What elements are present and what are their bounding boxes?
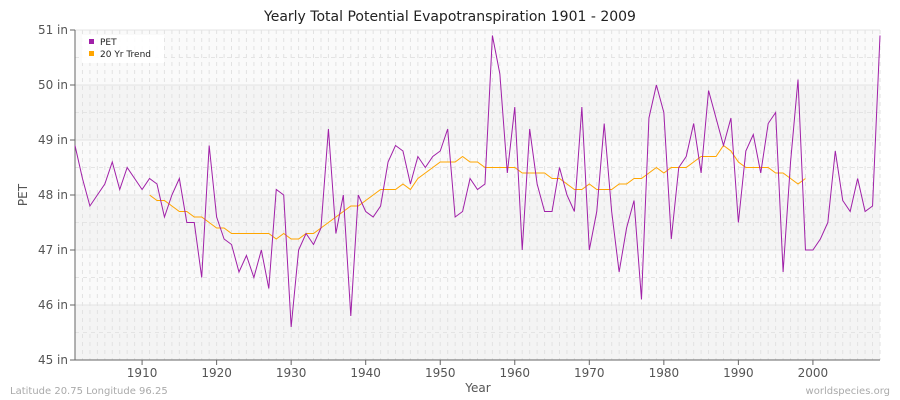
y-tick-label: 46 in <box>38 298 68 312</box>
x-tick-label: 1960 <box>499 366 530 380</box>
chart-title: Yearly Total Potential Evapotranspiratio… <box>263 9 636 25</box>
y-tick-label: 50 in <box>38 78 68 92</box>
x-tick-label: 1950 <box>425 366 456 380</box>
x-tick-label: 1980 <box>649 366 680 380</box>
footer-location: Latitude 20.75 Longitude 96.25 <box>10 386 168 397</box>
series-line-20-yr-trend <box>149 144 806 240</box>
y-tick-label: 51 in <box>38 23 68 37</box>
footer-source: worldspecies.org <box>806 386 890 397</box>
legend-swatch-trend <box>89 51 94 56</box>
x-tick-label: 1910 <box>127 366 158 380</box>
y-tick-label: 45 in <box>38 353 68 367</box>
y-tick-label: 48 in <box>38 188 68 202</box>
x-tick-label: 1940 <box>350 366 381 380</box>
y-tick-label: 47 in <box>38 243 68 257</box>
legend-pet: PET <box>100 38 117 48</box>
y-tick-label: 49 in <box>38 133 68 147</box>
legend-trend: 20 Yr Trend <box>100 50 151 60</box>
series-line-pet <box>74 35 881 328</box>
x-tick-label: 1970 <box>574 366 605 380</box>
legend: PET 20 Yr Trend <box>82 35 164 63</box>
x-tick-label: 1920 <box>201 366 232 380</box>
x-axis-label: Year <box>464 381 490 395</box>
x-tick-label: 1990 <box>723 366 754 380</box>
y-axis-label: PET <box>16 183 30 206</box>
x-tick-label: 2000 <box>798 366 829 380</box>
legend-swatch-pet <box>89 39 94 44</box>
x-tick-label: 1930 <box>276 366 307 380</box>
